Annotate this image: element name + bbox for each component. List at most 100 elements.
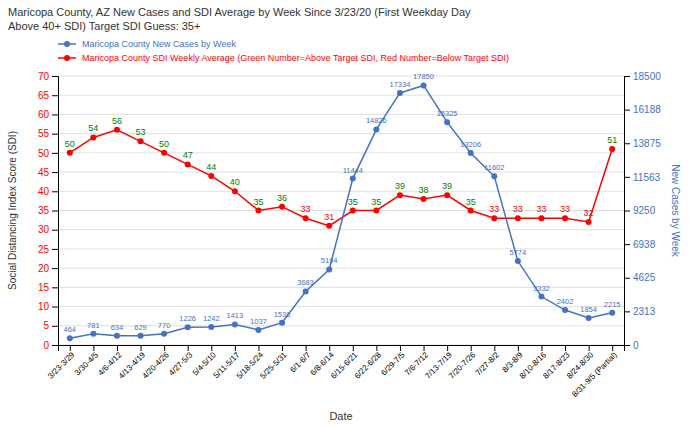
y2-tick-mark [624, 311, 630, 312]
axis-domain [59, 346, 625, 352]
x-tick: 4/20-4/26 [140, 345, 171, 381]
data-label: 50 [159, 139, 169, 149]
y2-tick-label: 16188 [633, 104, 661, 115]
y-tick-label: 55 [38, 128, 50, 139]
data-label: 1413 [227, 311, 244, 320]
series-marker [538, 215, 544, 221]
series-marker [538, 294, 544, 300]
y-tick-label: 0 [43, 340, 49, 351]
y-tick: 0 [43, 340, 58, 351]
data-label: 1242 [203, 314, 220, 323]
grid-line [58, 95, 624, 96]
data-label: 31 [324, 212, 334, 222]
series-marker [421, 82, 427, 88]
grid-line [58, 268, 624, 269]
x-tick-mark [589, 345, 590, 351]
chart-svg: Maricopa County, AZ New Cases and SDI Av… [0, 0, 690, 426]
x-tick-label: 7/20-7/26 [447, 350, 478, 381]
series-marker [161, 150, 167, 156]
y2-tick: 2313 [624, 306, 656, 317]
title: Maricopa County, AZ New Cases and SDI Av… [8, 6, 471, 32]
legend-label: Maricopa County SDI Weekly Average (Gree… [82, 53, 509, 63]
data-label: 35 [348, 197, 358, 207]
x-tick-mark [188, 345, 189, 351]
series-marker [161, 331, 167, 337]
y-tick-mark [52, 345, 58, 346]
series-marker [586, 219, 592, 225]
y-tick-label: 35 [38, 205, 50, 216]
data-label: 56 [112, 116, 122, 126]
series-marker [515, 258, 521, 264]
y-tick: 25 [38, 244, 58, 255]
y2-tick-label: 4625 [633, 272, 656, 283]
x-tick-mark [282, 345, 283, 351]
x-tick-mark [306, 345, 307, 351]
plot: 3/23-3/293/30-4/54/6-4/124/13-4/194/20-4… [38, 71, 661, 399]
legend-item: Maricopa County New Cases by Week [58, 39, 236, 49]
series-marker [491, 215, 497, 221]
x-tick-mark [400, 345, 401, 351]
x-tick-mark [141, 345, 142, 351]
y2-tick-label: 13875 [633, 138, 661, 149]
y-tick-label: 50 [38, 148, 50, 159]
y-axis-right: 0231346256938925011563138751618818500 [624, 71, 661, 351]
data-label: 17850 [413, 72, 434, 81]
y2-tick: 9250 [624, 205, 656, 216]
data-label: 33 [536, 204, 546, 214]
series-marker [444, 119, 450, 125]
data-label: 1854 [580, 305, 597, 314]
x-tick: 7/20-7/26 [447, 345, 478, 381]
data-label: 11444 [343, 166, 363, 175]
y-tick-label: 10 [38, 301, 50, 312]
y2-tick-label: 9250 [633, 205, 656, 216]
y2-tick: 6938 [624, 239, 656, 250]
series-marker [562, 215, 568, 221]
x-tick-mark [376, 345, 377, 351]
y-tick-mark [52, 287, 58, 288]
data-label: 35 [253, 197, 263, 207]
data-label: 629 [134, 323, 147, 332]
y2-tick-mark [624, 278, 630, 279]
data-label: 50 [65, 139, 75, 149]
y-tick: 55 [38, 128, 58, 139]
data-label: 33 [513, 204, 523, 214]
series-marker [326, 266, 332, 272]
series-marker [491, 173, 497, 179]
data-label: 33 [301, 204, 311, 214]
grid-line [58, 306, 624, 307]
y2-tick: 4625 [624, 272, 656, 283]
series-marker [609, 146, 615, 152]
series-marker [303, 288, 309, 294]
x-tick-mark [258, 345, 259, 351]
x-tick-mark [329, 345, 330, 351]
data-label: 33 [560, 204, 570, 214]
y2-tick-mark [624, 177, 630, 178]
data-label: 36 [277, 193, 287, 203]
y-tick: 40 [38, 186, 58, 197]
data-label: 3332 [533, 284, 550, 293]
x-tick-mark [117, 345, 118, 351]
y-tick: 35 [38, 205, 58, 216]
x-tick-mark [211, 345, 212, 351]
legend-marker [64, 55, 70, 61]
series-marker [185, 161, 191, 167]
axis-domain [625, 77, 631, 346]
axis-domain [52, 77, 59, 346]
series-marker [326, 223, 332, 229]
x-tick-mark [235, 345, 236, 351]
y2-tick: 0 [624, 340, 639, 351]
data-label: 464 [64, 325, 77, 334]
title-line: Maricopa County, AZ New Cases and SDI Av… [8, 6, 471, 18]
y2-tick-mark [624, 211, 630, 212]
x-tick-mark [93, 345, 94, 351]
grid-line [58, 114, 624, 115]
x-tick: 8/31-9/5 (Partial) [570, 345, 619, 399]
x-axis: 3/23-3/293/30-4/54/6-4/124/13-4/194/20-4… [46, 345, 624, 399]
y2-tick-mark [624, 244, 630, 245]
y2-tick-label: 2313 [633, 306, 656, 317]
y-tick: 20 [38, 263, 58, 274]
x-tick-label: 3/30-4/5 [73, 350, 101, 378]
series-marker [350, 208, 356, 214]
data-label: 54 [88, 123, 98, 133]
series-marker [444, 192, 450, 198]
